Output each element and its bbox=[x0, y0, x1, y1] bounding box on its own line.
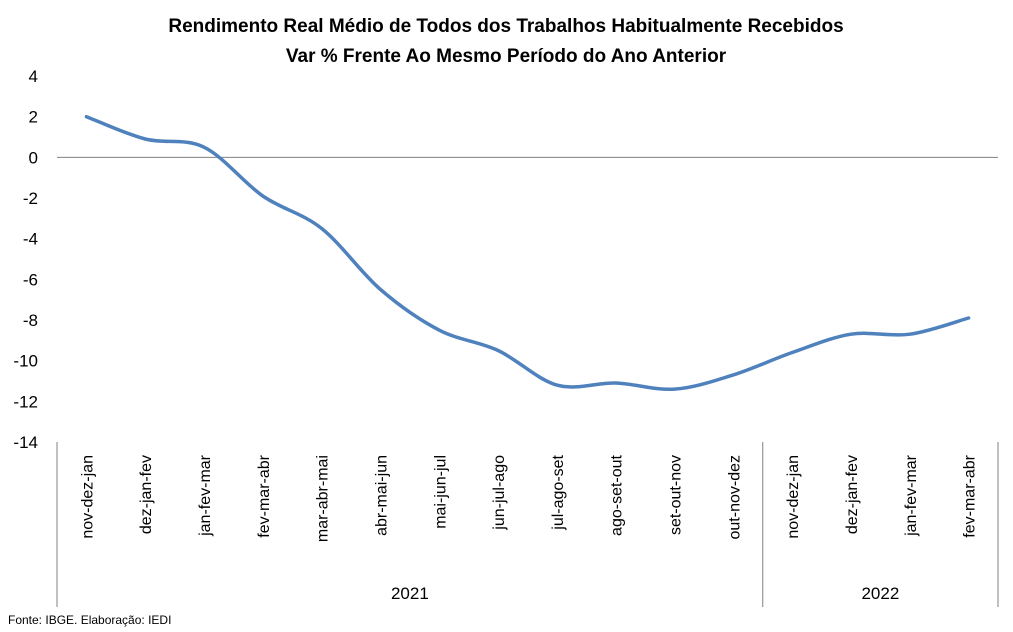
y-tick-label: 0 bbox=[29, 148, 38, 167]
y-tick-label: 4 bbox=[29, 67, 38, 86]
x-tick-label: jan-fev-mar bbox=[197, 454, 214, 537]
source-note: Fonte: IBGE. Elaboração: IEDI bbox=[8, 613, 171, 627]
x-tick-label: jan-fev-mar bbox=[903, 454, 920, 537]
y-tick-label: -14 bbox=[13, 433, 38, 452]
y-tick-label: -12 bbox=[13, 392, 38, 411]
x-tick-label: set-out-nov bbox=[668, 455, 685, 535]
x-tick-label: mai-jun-jul bbox=[432, 455, 449, 529]
series-line bbox=[84, 114, 971, 392]
y-tick-label: -2 bbox=[23, 189, 38, 208]
chart-subtitle: Var % Frente Ao Mesmo Período do Ano Ant… bbox=[286, 46, 727, 67]
x-tick-label: nov-dez-jan bbox=[79, 455, 96, 539]
x-tick-label: abr-mai-jun bbox=[373, 455, 390, 536]
x-group-label: 2022 bbox=[861, 584, 899, 603]
y-tick-label: -8 bbox=[23, 311, 38, 330]
x-tick-label: dez-jan-fev bbox=[844, 455, 861, 534]
x-tick-label: fev-mar-abr bbox=[256, 454, 273, 537]
x-tick-label: jul-ago-set bbox=[550, 454, 567, 530]
y-axis: 4 2 0 -2 -4 -6 -8 -10 -12 -14 bbox=[13, 67, 38, 452]
x-tick-label: fev-mar-abr bbox=[962, 454, 979, 537]
x-tick-label: dez-jan-fev bbox=[138, 455, 155, 534]
y-tick-label: -10 bbox=[13, 352, 38, 371]
x-tick-label: nov-dez-jan bbox=[785, 455, 802, 539]
y-tick-label: 2 bbox=[29, 108, 38, 127]
x-tick-label: jun-jul-ago bbox=[491, 455, 508, 531]
x-tick-label: out-nov-dez bbox=[726, 455, 743, 540]
x-group-label: 2021 bbox=[391, 584, 429, 603]
x-tick-label: mar-abr-mai bbox=[315, 455, 332, 542]
x-tick-label: ago-set-out bbox=[609, 454, 626, 535]
chart-title: Rendimento Real Médio de Todos dos Traba… bbox=[168, 16, 843, 37]
y-tick-label: -6 bbox=[23, 270, 38, 289]
y-tick-label: -4 bbox=[23, 230, 38, 249]
x-axis: 2021 2022 nov-dez-jan dez-jan-fev jan-fev-ma… bbox=[56, 442, 999, 607]
